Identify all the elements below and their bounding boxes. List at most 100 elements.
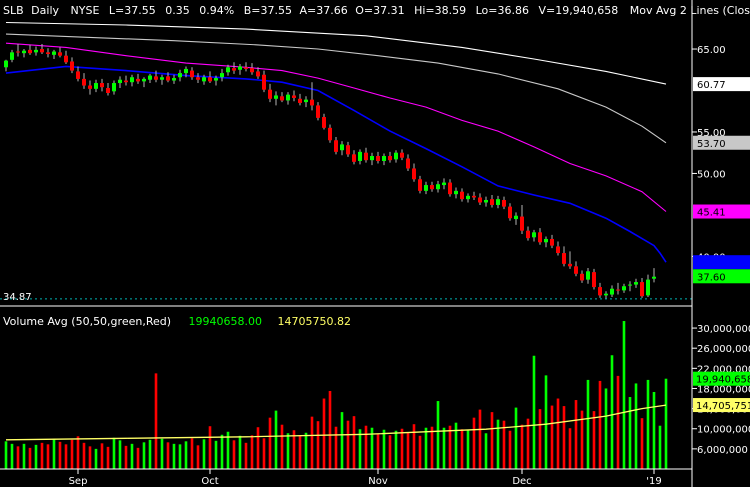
candle (652, 268, 656, 283)
candle-body (130, 77, 134, 83)
x-tick-label: Oct (201, 476, 218, 487)
volume-bar (640, 418, 644, 469)
volume-bar (172, 443, 176, 469)
candle-body (28, 49, 32, 54)
volume-bar (538, 409, 542, 469)
candle (268, 83, 272, 103)
candle (388, 151, 392, 163)
candle (310, 82, 314, 111)
volume-tag-bg (693, 371, 750, 386)
volume-bar (76, 436, 80, 469)
chart-header: SLB Daily NYSE L=37.55 0.35 0.94% B=37.5… (3, 4, 750, 17)
candle-body (298, 98, 302, 103)
x-tick-label: '19 (646, 476, 661, 487)
candle (448, 179, 452, 197)
candle-body (430, 185, 434, 190)
volume-bar (10, 443, 14, 469)
price-tag-label: 37.60 (697, 272, 726, 283)
volume-bar (358, 429, 362, 469)
candle (70, 57, 74, 74)
candle-body (418, 179, 422, 191)
candle-body (526, 230, 530, 239)
volume-bar (250, 435, 254, 469)
candle-body (424, 185, 428, 191)
candle (10, 49, 14, 63)
x-tick-label: Nov (368, 476, 388, 487)
candle (316, 102, 320, 121)
volume-panel (4, 321, 668, 469)
candle-body (244, 67, 248, 69)
candle-body (220, 73, 224, 78)
candle (34, 46, 38, 56)
volume-bar (466, 430, 470, 469)
volume-bar (244, 442, 248, 469)
candle (568, 251, 572, 269)
candle (538, 228, 542, 245)
volume-bar (580, 410, 584, 469)
candle-body (124, 80, 128, 83)
candle (442, 178, 446, 190)
volume-bar (340, 412, 344, 469)
candle-body (562, 253, 566, 264)
candle-body (550, 238, 554, 246)
candle-body (556, 246, 560, 254)
candle (286, 92, 290, 105)
volume-bar (46, 444, 50, 469)
candle (346, 141, 350, 157)
volume-bar (142, 442, 146, 469)
volume-readout: V=19,940,658 (539, 4, 619, 17)
candle-body (508, 206, 512, 219)
price-tag-bg (693, 135, 750, 150)
volume-bar (472, 417, 476, 469)
candle-body (520, 216, 524, 231)
candle (358, 149, 362, 165)
candle (490, 195, 494, 208)
candle (556, 241, 560, 256)
candle (412, 163, 416, 182)
candle-body (544, 238, 548, 243)
candle (640, 277, 644, 298)
price-tag-label: 60.77 (697, 80, 726, 91)
volume-bar (118, 440, 122, 469)
candle-body (340, 144, 344, 151)
volume-bar (214, 440, 218, 469)
volume-bar (622, 321, 626, 469)
candle-body (586, 271, 590, 280)
candle (526, 226, 530, 241)
candle-body (100, 83, 104, 88)
candle (304, 96, 308, 108)
candle (292, 90, 296, 102)
volume-bar (574, 400, 578, 469)
open: O=37.31 (355, 4, 404, 17)
price-tick-label: 50.00 (697, 169, 726, 180)
volume-tick-label: 18,000,000 (697, 384, 750, 395)
candle (190, 67, 194, 80)
candle (514, 212, 518, 225)
candle (532, 229, 536, 242)
candle-body (466, 195, 470, 200)
candle (328, 124, 332, 143)
interval: Daily (31, 4, 59, 17)
volume-bar (232, 440, 236, 469)
candle (418, 175, 422, 194)
volume-bar (328, 390, 332, 469)
price-panel (0, 21, 692, 300)
volume-value: 19940658.00 (189, 315, 262, 328)
volume-bar (88, 446, 92, 469)
volume-bar (16, 446, 20, 469)
candle-body (478, 197, 482, 203)
candle (424, 181, 428, 195)
candle (502, 196, 506, 210)
candle-body (358, 151, 362, 161)
candle (52, 49, 56, 59)
candle (256, 67, 260, 79)
candle (382, 153, 386, 166)
volume-bar (520, 424, 524, 469)
candle (646, 274, 650, 298)
change-pct: 0.94% (199, 4, 234, 17)
candle (112, 80, 116, 95)
candle-body (400, 152, 404, 158)
candle (634, 278, 638, 288)
volume-header: Volume Avg (50,50,green,Red) 19940658.00… (3, 315, 351, 328)
candle-body (406, 158, 410, 169)
